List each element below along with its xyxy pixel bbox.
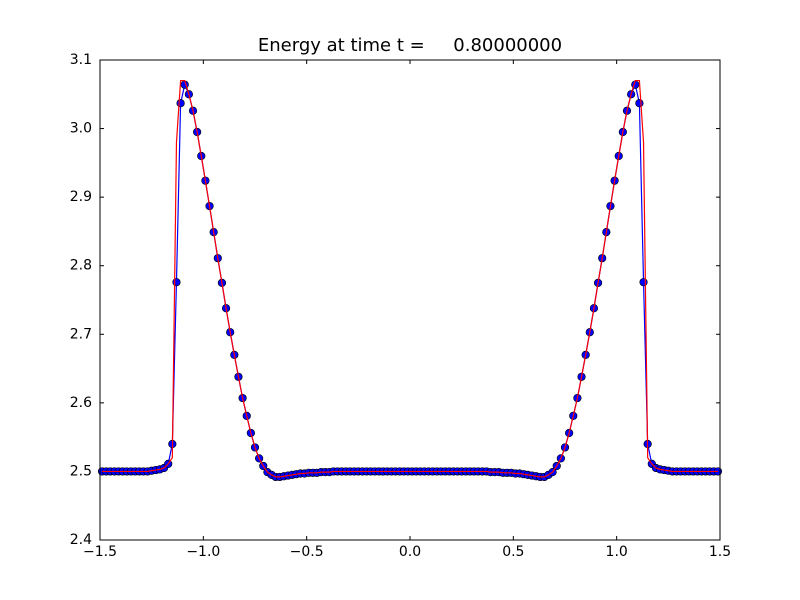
y-tick-label: 3.1 bbox=[70, 52, 92, 68]
data-point bbox=[635, 99, 644, 108]
data-point bbox=[176, 99, 185, 108]
y-tick-label: 2.8 bbox=[70, 258, 92, 274]
y-tick-label: 3.0 bbox=[70, 121, 92, 137]
data-point bbox=[639, 278, 648, 287]
plot-frame bbox=[99, 59, 721, 541]
y-tick-label: 2.6 bbox=[70, 395, 92, 411]
x-tick-label: 1.0 bbox=[606, 544, 628, 560]
y-tick-label: 2.9 bbox=[70, 189, 92, 205]
y-tick-label: 2.4 bbox=[70, 532, 92, 548]
y-tick-label: 2.5 bbox=[70, 463, 92, 479]
x-tick-label: 1.5 bbox=[709, 544, 731, 560]
x-tick-label: 0.0 bbox=[399, 544, 421, 560]
chart-title: Energy at time t = 0.80000000 bbox=[258, 35, 562, 56]
series-line bbox=[102, 79, 718, 478]
y-tick-label: 2.7 bbox=[70, 326, 92, 342]
x-tick-label: −1.0 bbox=[186, 544, 220, 560]
x-tick-label: −1.5 bbox=[83, 544, 117, 560]
x-tick-label: −0.5 bbox=[290, 544, 324, 560]
x-tick-label: 0.5 bbox=[502, 544, 524, 560]
data-point bbox=[172, 278, 181, 287]
